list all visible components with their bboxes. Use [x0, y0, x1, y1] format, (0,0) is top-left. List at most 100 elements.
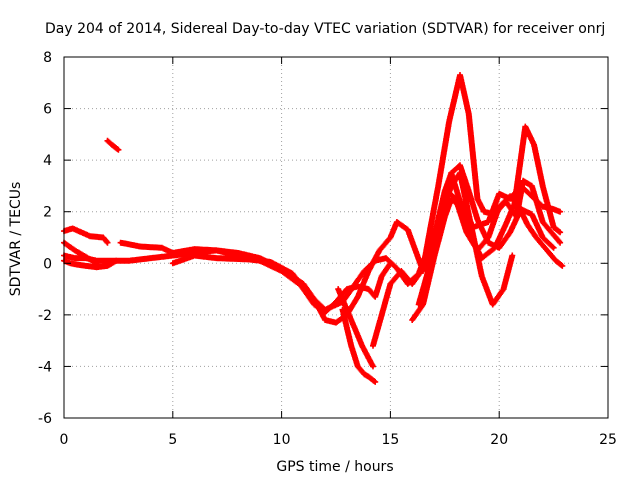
data-point [486, 220, 490, 224]
data-point [341, 308, 345, 312]
data-point [504, 223, 508, 227]
data-point [421, 303, 425, 307]
data-point [269, 260, 273, 264]
x-tick-label: 5 [168, 432, 177, 448]
data-point [88, 234, 92, 238]
data-point [106, 139, 110, 143]
data-point [362, 372, 366, 376]
x-tick-label: 15 [381, 432, 399, 448]
data-point [475, 248, 479, 252]
data-point [436, 184, 440, 188]
data-point [458, 163, 462, 167]
y-tick-label: 6 [43, 102, 52, 118]
x-tick-label: 25 [599, 432, 617, 448]
data-point [378, 248, 382, 252]
data-point [467, 189, 471, 193]
data-point [534, 236, 538, 239]
x-tick-label: 20 [490, 432, 508, 448]
x-tick-label: 10 [273, 432, 291, 448]
grid [64, 57, 608, 418]
data-point [110, 143, 114, 147]
data-point [371, 344, 375, 348]
data-point [510, 254, 514, 258]
data-point [447, 119, 451, 123]
data-point [367, 375, 371, 379]
series-track-7 [169, 252, 394, 316]
data-point [149, 256, 153, 260]
data-point [525, 223, 529, 227]
data-point [541, 184, 545, 188]
data-point [480, 274, 484, 278]
data-point [449, 171, 453, 175]
data-point [84, 264, 88, 268]
data-point [247, 257, 251, 261]
series-track-5 [104, 137, 122, 153]
data-point [95, 261, 99, 265]
data-point [558, 241, 562, 245]
series-track-10 [370, 72, 564, 349]
data-point [75, 263, 79, 267]
data-point [138, 245, 142, 249]
data-point [436, 220, 440, 224]
data-point [214, 248, 218, 252]
series-track-4 [61, 225, 111, 246]
data-point [360, 344, 364, 348]
data-point [558, 230, 562, 234]
data-point [410, 318, 414, 322]
data-point [373, 380, 377, 384]
data-point [399, 269, 403, 273]
data-point [95, 265, 99, 269]
data-point [323, 318, 327, 322]
data-point [71, 226, 75, 230]
y-tick-label: 2 [43, 205, 52, 221]
data-point [323, 310, 327, 314]
data-point [193, 254, 197, 258]
data-point [552, 225, 556, 229]
data-marks [61, 72, 566, 385]
data-point [356, 284, 360, 288]
y-tick-label: -4 [38, 359, 52, 375]
data-point [497, 192, 501, 196]
data-point [421, 266, 425, 270]
data-point [497, 205, 501, 209]
data-point [336, 287, 340, 291]
data-point [541, 220, 545, 224]
data-point [410, 282, 414, 286]
data-point [193, 247, 197, 251]
data-point [523, 125, 527, 129]
data-point [530, 212, 534, 216]
data-point [114, 259, 118, 263]
data-point [552, 246, 556, 250]
data-point [480, 256, 484, 260]
data-point [443, 215, 447, 219]
data-point [160, 246, 164, 250]
data-point [532, 143, 536, 147]
data-point [388, 236, 392, 239]
data-point [445, 189, 449, 193]
data-point [356, 295, 360, 299]
plot-frame [63, 56, 609, 419]
data-point [458, 73, 462, 77]
data-point [371, 364, 375, 368]
data-point [530, 184, 534, 188]
data-point [106, 259, 110, 263]
data-point [106, 241, 110, 245]
data-point [454, 197, 458, 201]
series-track-13 [448, 162, 557, 251]
data-point [84, 255, 88, 259]
data-point [519, 207, 523, 211]
data-point [406, 228, 410, 232]
data-point [517, 205, 521, 209]
data-point [236, 251, 240, 255]
data-point [334, 321, 338, 325]
data-point [334, 300, 338, 304]
y-tick-label: -2 [38, 308, 52, 324]
data-point [541, 236, 545, 239]
data-point [388, 282, 392, 286]
data-point [467, 112, 471, 116]
data-point [101, 236, 105, 239]
data-point [356, 364, 360, 368]
chart-title: Day 204 of 2014, Sidereal Day-to-day VTE… [45, 21, 605, 37]
data-point [127, 259, 131, 263]
data-point [301, 287, 305, 291]
